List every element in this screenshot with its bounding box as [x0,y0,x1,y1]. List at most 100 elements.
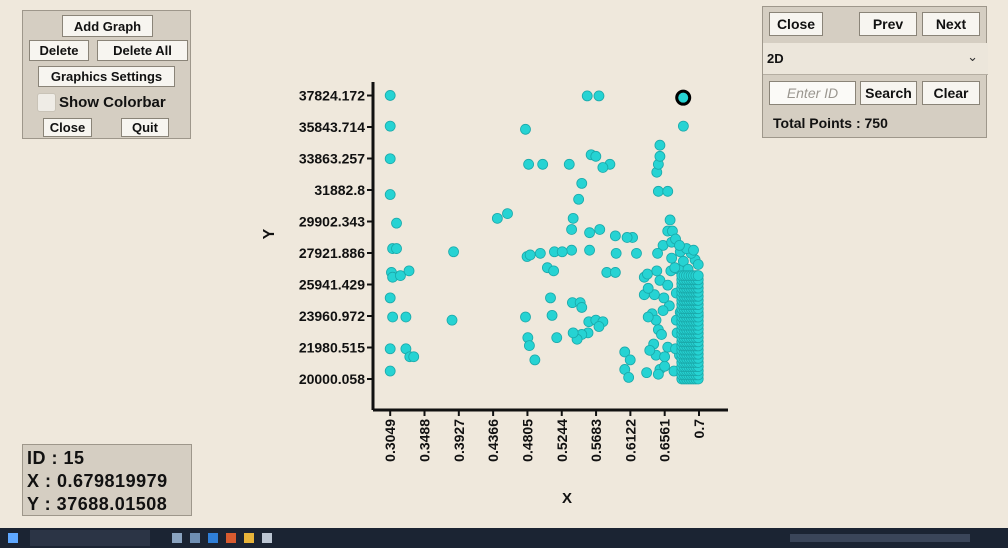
x-tick-label: 0.4366 [485,419,501,462]
app-icon[interactable] [262,533,272,543]
point-x-text: X : 0.679819979 [27,471,168,491]
explorer-icon[interactable] [190,533,200,543]
selected-data-point [675,89,692,106]
data-point [563,158,575,170]
x-tick-label: 0.7 [691,419,707,439]
data-point [576,302,588,313]
data-point [446,314,458,326]
data-point [623,371,635,383]
data-point [656,329,667,340]
data-point [537,158,549,170]
data-point [584,227,595,239]
data-point [674,239,685,251]
x-axis-label: X [562,490,572,507]
delete-button[interactable]: Delete [29,40,89,61]
next-button[interactable]: Next [922,12,980,36]
y-tick-label: 33863.257 [299,151,365,167]
graphics-settings-button[interactable]: Graphics Settings [38,66,175,87]
start-icon[interactable] [8,533,18,543]
data-point [677,255,689,267]
data-point [584,244,595,256]
data-point [566,244,578,256]
chrome-icon[interactable] [244,533,254,543]
show-colorbar-checkbox[interactable] [37,93,56,112]
x-tick-label: 0.3927 [451,419,467,462]
data-point [609,267,621,278]
y-tick-label: 25941.429 [299,276,365,292]
plot-axes [371,82,728,412]
view-mode-select[interactable]: 2D ⌄ [763,43,988,75]
y-tick-label: 21980.515 [299,339,365,355]
data-point [384,189,396,200]
data-points[interactable] [384,89,704,385]
data-point [666,252,678,264]
data-point [662,279,674,291]
clear-button[interactable]: Clear [922,81,980,105]
quit-button[interactable]: Quit [121,118,169,137]
data-point [644,344,656,356]
data-point [548,265,560,277]
total-points-label: Total Points : 750 [773,115,888,131]
data-point [590,150,602,162]
y-tick-label: 27921.886 [299,245,365,261]
data-point [654,274,666,286]
taskbar-search-box[interactable] [30,530,150,546]
data-point [556,246,568,258]
data-point [669,262,681,274]
data-point [593,321,605,332]
prev-button[interactable]: Prev [859,12,917,36]
y-tick-label: 23960.972 [299,308,365,324]
y-tick-label: 37824.172 [299,88,365,104]
data-point [529,354,541,366]
close-button[interactable]: Close [43,118,92,137]
y-tick-label: 20000.058 [299,371,365,387]
data-point [631,247,642,259]
data-point [403,265,415,277]
data-point [652,247,663,259]
data-point [384,365,396,377]
data-point [609,230,621,242]
scatter-plot[interactable]: 20000.058 21980.515 23960.972 25941.429 2792… [0,0,1008,528]
data-point [641,367,653,379]
data-point [502,208,513,219]
data-point [567,327,579,339]
data-point [642,268,653,280]
data-point [651,265,663,277]
x-tick-label: 0.4805 [519,419,535,462]
x-tick-label: 0.6561 [657,419,673,462]
data-point [624,354,636,366]
data-point [534,247,546,259]
data-point [523,158,535,170]
graph-control-panel: Add Graph Delete Delete All Graphics Set… [22,10,191,139]
nav-close-button[interactable]: Close [769,12,823,36]
data-point [662,185,674,197]
y-tick-label: 29902.343 [299,214,365,230]
data-point [677,120,689,132]
delete-all-button[interactable]: Delete All [97,40,188,61]
taskview-icon[interactable] [172,533,182,543]
chevron-down-icon: ⌄ [967,49,978,64]
data-point [597,162,609,173]
x-tick-label: 0.5683 [588,419,604,462]
id-search-input[interactable]: Enter ID [769,81,856,105]
data-point [384,90,396,101]
search-button[interactable]: Search [860,81,917,105]
data-point [658,292,670,304]
data-point [652,368,664,380]
add-graph-button[interactable]: Add Graph [62,15,153,37]
data-point [593,90,605,102]
data-point [384,153,396,165]
office-icon[interactable] [226,533,236,543]
show-colorbar-label: Show Colorbar [59,94,166,111]
data-point [387,311,399,323]
data-point [657,305,669,317]
x-tick-label: 0.3488 [417,419,433,462]
data-point [546,309,558,321]
x-tick-label: 0.5244 [554,419,570,462]
system-tray[interactable] [790,534,970,542]
data-point [581,90,593,102]
x-tick-label: 0.6122 [622,419,638,462]
data-point [659,351,671,363]
edge-icon[interactable] [208,533,218,543]
data-point [391,217,402,229]
